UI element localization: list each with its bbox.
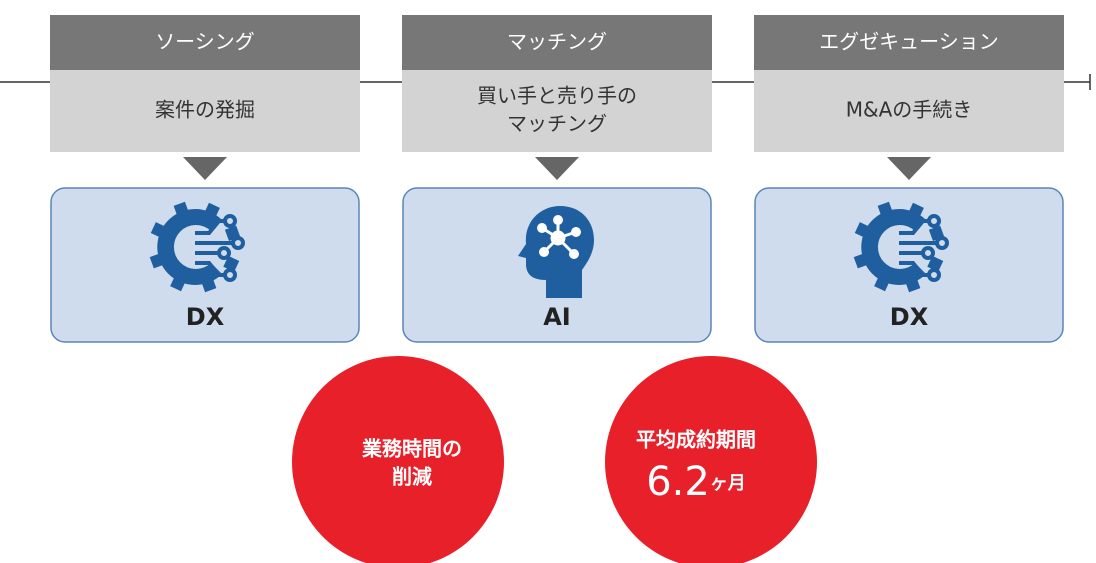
step-header: ソーシング — [155, 30, 255, 54]
result-figure: 6.2ヶ月 — [646, 459, 746, 505]
arrow-down — [887, 157, 931, 180]
step-header: マッチング — [507, 30, 607, 54]
step-header: エグゼキューション — [819, 30, 999, 54]
result-unit: ヶ月 — [710, 473, 746, 494]
result-circle — [292, 356, 504, 563]
result-text: 業務時間の — [362, 437, 462, 461]
step-description-bg — [50, 70, 360, 152]
tool-label: DX — [890, 303, 929, 331]
step-description-bg — [754, 70, 1064, 152]
step-description: M&Aの手続き — [846, 98, 973, 122]
step-header-bg — [754, 15, 1064, 70]
result-number: 6.2 — [646, 459, 710, 505]
tool-label: AI — [543, 303, 571, 331]
arrow-down — [183, 157, 227, 180]
step-header-bg — [50, 15, 360, 70]
step-header-bg — [402, 15, 712, 70]
step-description: 買い手と売り手の — [477, 84, 637, 108]
step-description-bg — [402, 70, 712, 152]
step-description: マッチング — [507, 112, 607, 136]
arrow-down — [535, 157, 579, 180]
result-title: 平均成約期間 — [636, 428, 756, 452]
step-description: 案件の発掘 — [155, 98, 255, 122]
result-circle — [605, 356, 817, 563]
result-text: 削減 — [392, 465, 432, 489]
tool-label: DX — [186, 303, 225, 331]
